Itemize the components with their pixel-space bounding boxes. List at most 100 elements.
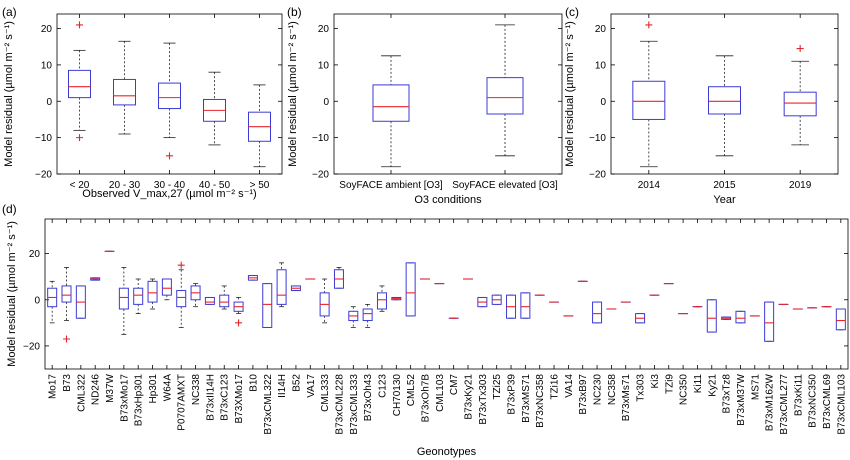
- category-label: Hp301: [148, 374, 159, 404]
- y-axis-title: Model residual (µmol m⁻² s⁻¹): [3, 21, 15, 167]
- box-plot: [133, 278, 144, 315]
- box-iqr: [61, 285, 72, 303]
- box-plot: [376, 285, 387, 312]
- x-axis-title: Observed V_max,27 (µmol m⁻² s⁻¹): [82, 188, 256, 200]
- y-axis-title: Model residual (µmol m⁻² s⁻¹): [287, 21, 299, 167]
- box-plot: [68, 21, 91, 142]
- box-plot: [75, 285, 86, 319]
- box-plot: [764, 301, 775, 342]
- category-label: CM7: [449, 374, 460, 396]
- outlier-marker: [235, 319, 243, 327]
- y-tick-label: 10: [41, 60, 53, 71]
- box-plot: [721, 316, 732, 320]
- category-label: ND246: [91, 374, 102, 406]
- box-iqr: [706, 299, 717, 333]
- box-iqr: [735, 310, 746, 324]
- category-label: Ky21: [707, 374, 718, 397]
- box-plot: [835, 308, 846, 331]
- category-label: CH70130: [392, 374, 403, 417]
- box-iqr: [161, 278, 172, 296]
- box-iqr: [592, 301, 603, 324]
- box-iqr: [147, 280, 158, 303]
- category-label: B73xNC350: [808, 374, 819, 428]
- category-label: NC350: [679, 374, 690, 406]
- category-label: B73xB97: [578, 374, 589, 415]
- box-plot: [290, 285, 301, 292]
- category-label: B73xP39: [507, 374, 518, 415]
- box-plot: [783, 45, 817, 146]
- box-plot: [248, 84, 271, 168]
- category-label: B73: [62, 374, 73, 392]
- box-iqr: [176, 290, 187, 308]
- category-label: B73xM37W: [736, 373, 747, 425]
- y-tick-label: −20: [23, 341, 40, 352]
- x-axis-title: Year: [713, 194, 736, 206]
- y-tick-label: −20: [35, 170, 52, 181]
- y-tick-label: 0: [46, 97, 52, 108]
- category-label: VA17: [306, 374, 317, 398]
- box-plot: [158, 42, 181, 160]
- box-iqr: [764, 301, 775, 342]
- y-tick-label: 0: [323, 97, 329, 108]
- outlier-marker: [796, 45, 804, 53]
- box-plot: [219, 285, 230, 310]
- category-label: 30 - 40: [154, 180, 186, 191]
- outlier-marker: [76, 134, 83, 142]
- category-label: B73xMo17: [119, 374, 130, 422]
- box-plot: [706, 299, 717, 333]
- panel-letter: (b): [287, 5, 302, 19]
- panel-4: −20 0 20 Mo17 B73 CML322 ND246 M37W B73xMo17 B73x…: [2, 202, 849, 458]
- category-label: 2019: [789, 180, 812, 191]
- outlier-marker: [76, 21, 83, 29]
- box-iqr: [276, 269, 287, 305]
- category-label: B73xCML333: [349, 374, 360, 435]
- box-plot: [262, 283, 273, 328]
- category-label: SoyFACE ambient [O3]: [339, 180, 443, 191]
- box-plot: [735, 310, 746, 324]
- box-iqr: [372, 84, 410, 122]
- category-label: VA14: [564, 374, 575, 398]
- category-label: M37W: [105, 373, 116, 402]
- category-label: B73xCML322: [263, 374, 274, 435]
- box-plot: [506, 294, 517, 319]
- box-plot: [61, 267, 72, 343]
- panel-letter: (c): [565, 5, 579, 19]
- category-label: CML103: [435, 374, 446, 412]
- box-plot: [190, 283, 201, 308]
- box-plot: [276, 262, 287, 308]
- category-label: CML333: [320, 374, 331, 412]
- y-tick-label: −10: [589, 133, 606, 144]
- category-label: MS71: [750, 374, 761, 401]
- y-tick-label: −20: [312, 170, 329, 181]
- y-tick-label: −10: [312, 133, 329, 144]
- y-tick-label: 0: [34, 295, 40, 306]
- y-tick-label: 20: [41, 24, 53, 35]
- category-label: TZi9: [664, 374, 675, 394]
- category-label: B10: [248, 374, 259, 392]
- box-plot: [90, 277, 101, 281]
- box-plot: [592, 301, 603, 324]
- box-iqr: [783, 91, 817, 117]
- box-plot: [113, 40, 136, 135]
- box-plot: [372, 55, 410, 168]
- category-label: CML52: [406, 374, 417, 407]
- category-label: W64A: [162, 374, 173, 402]
- panel-letter: (a): [2, 5, 17, 19]
- box-iqr: [376, 292, 387, 310]
- box-plot: [362, 303, 373, 328]
- box-plot: [520, 292, 531, 319]
- y-tick-label: −10: [35, 133, 52, 144]
- category-label: C123: [377, 374, 388, 398]
- y-tick-label: 20: [595, 24, 607, 35]
- category-label: 2015: [713, 180, 736, 191]
- box-plot: [405, 262, 416, 317]
- category-label: Mo17: [48, 374, 59, 399]
- category-label: CML322: [76, 374, 87, 412]
- box-iqr: [405, 262, 416, 317]
- y-tick-label: 10: [318, 60, 330, 71]
- category-label: SoyFACE elevated [O3]: [452, 180, 558, 191]
- box-iqr: [520, 292, 531, 319]
- plot-frame: [44, 218, 849, 370]
- category-label: TZi25: [492, 374, 503, 400]
- box-iqr: [118, 287, 129, 310]
